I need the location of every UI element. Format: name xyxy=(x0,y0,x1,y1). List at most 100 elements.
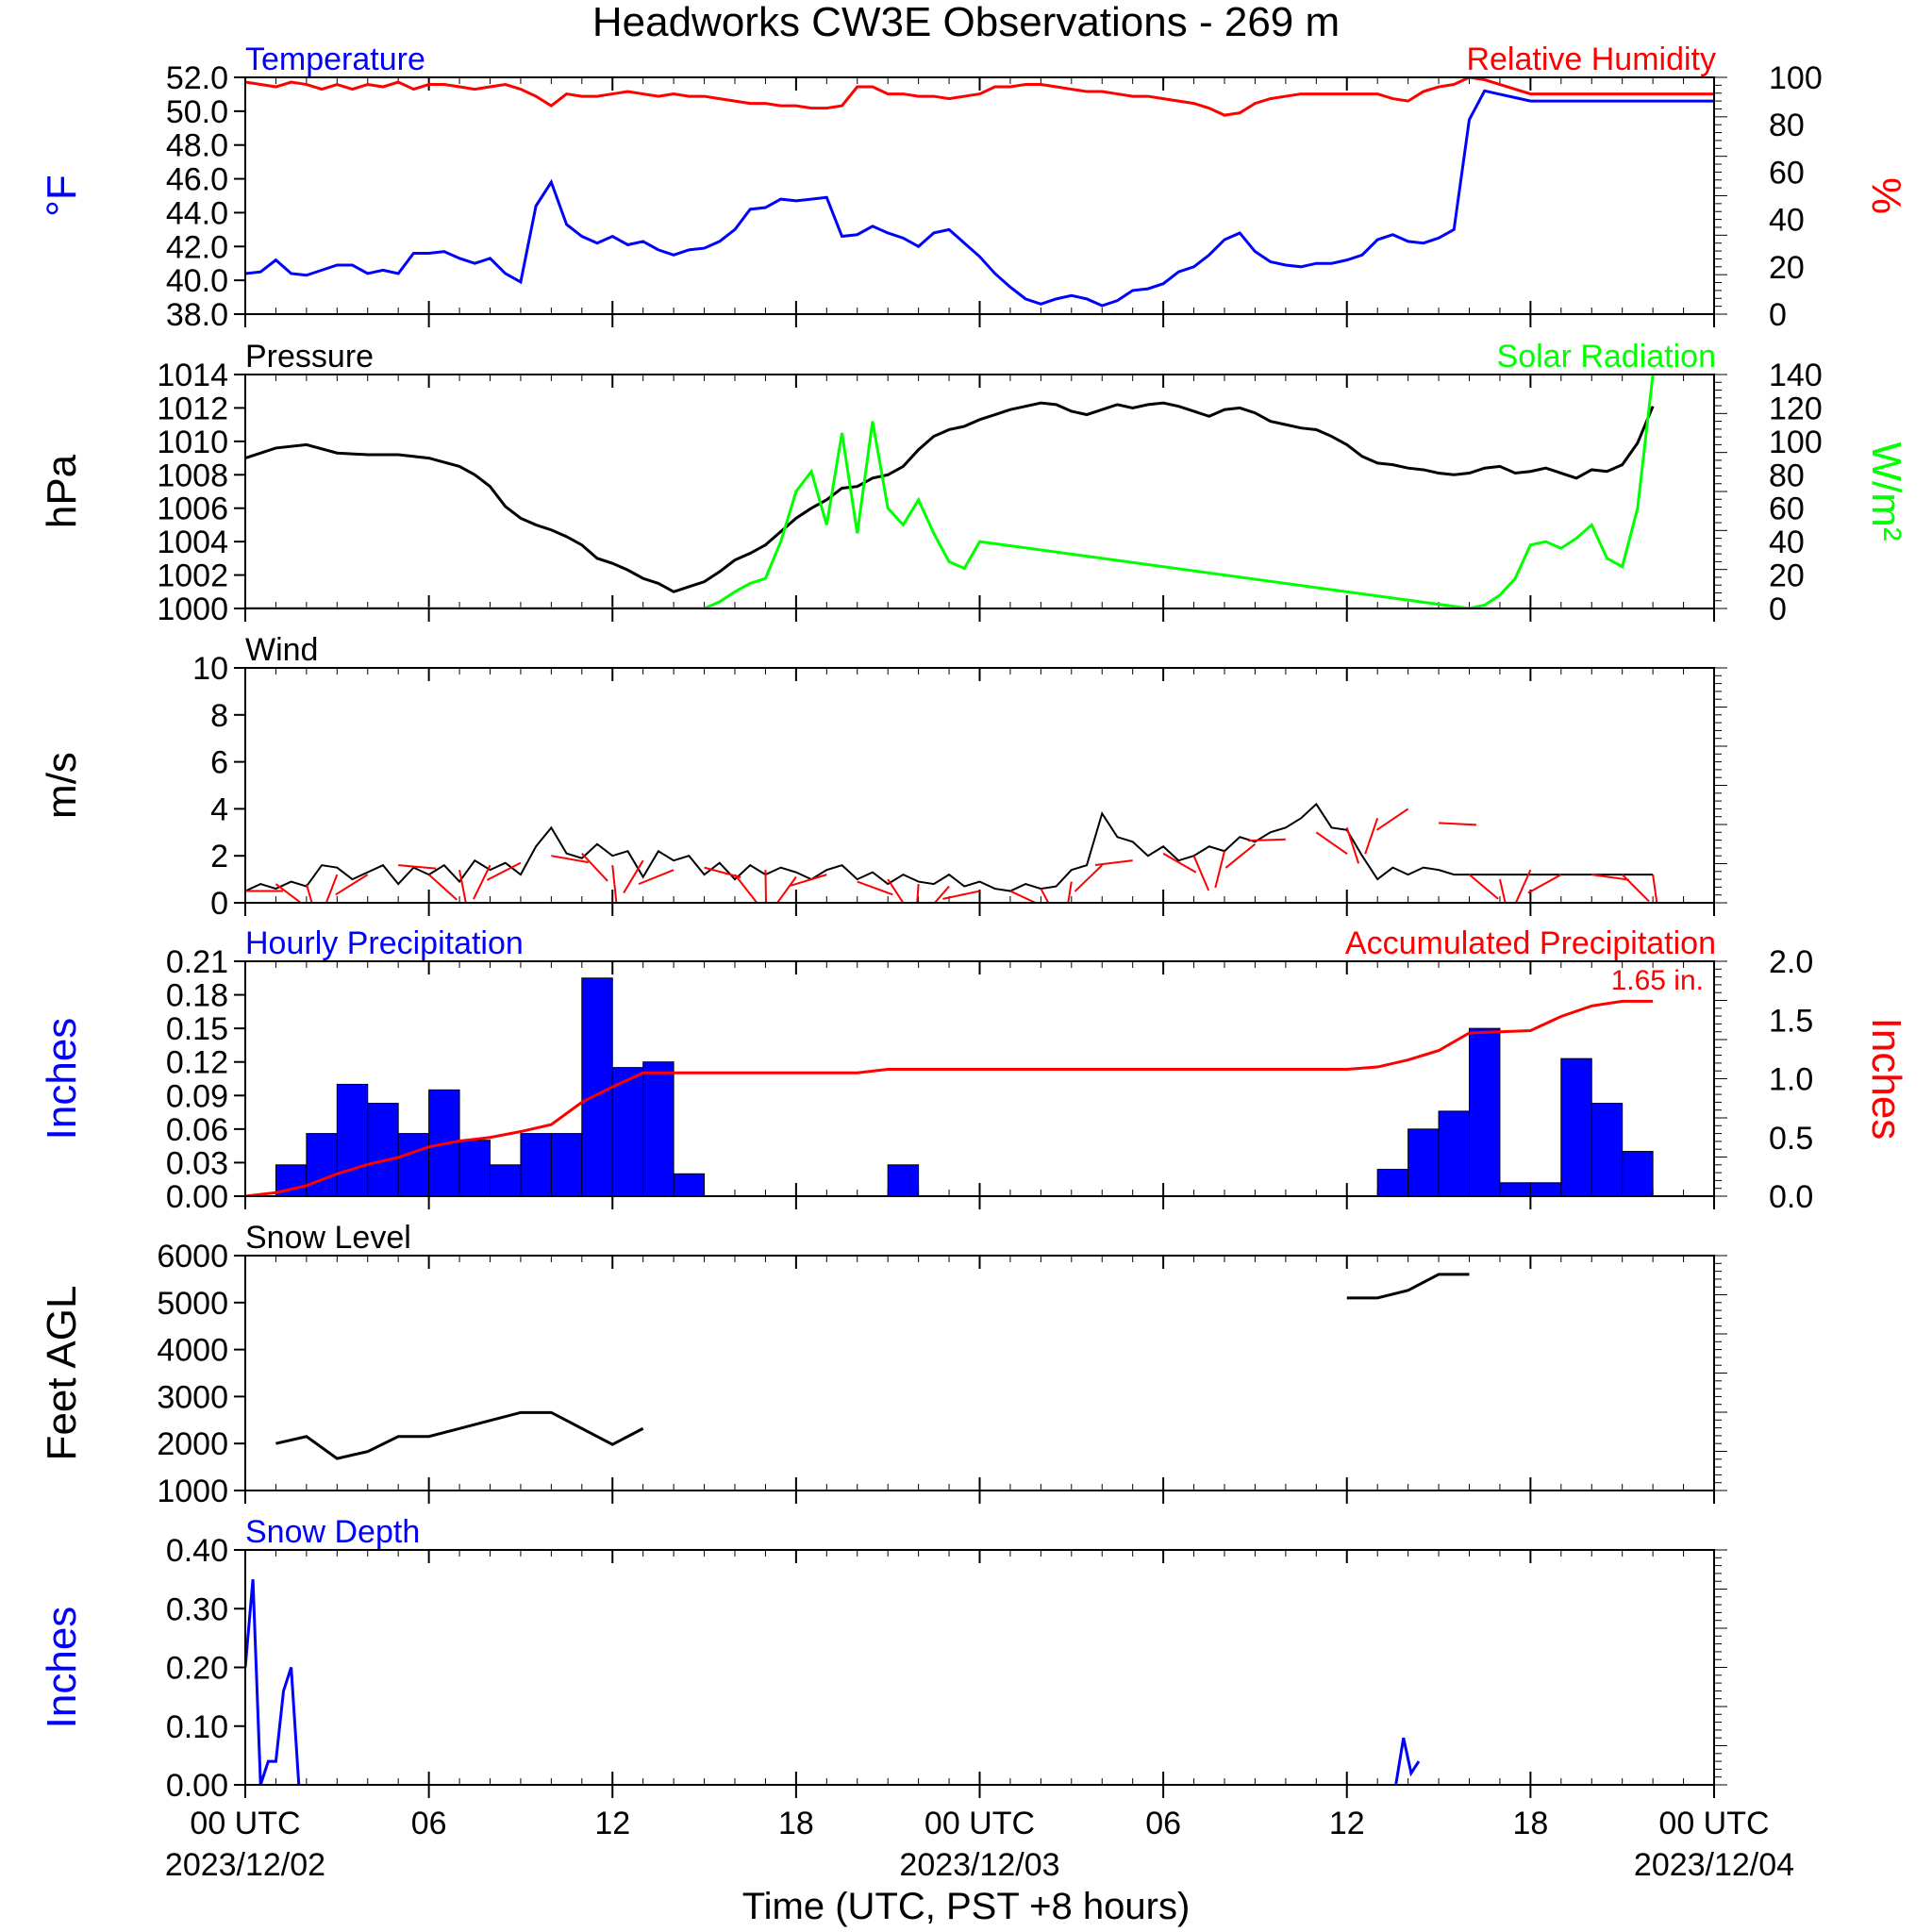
wind-barb xyxy=(1364,818,1379,855)
precip-bar xyxy=(490,1164,522,1196)
panel-title: Snow Level xyxy=(245,1220,411,1256)
x-tick-label: 00 UTC xyxy=(190,1806,300,1841)
y-tick-label: 0.03 xyxy=(166,1145,228,1181)
wind-barb xyxy=(335,874,369,896)
wind-barb xyxy=(486,861,522,881)
y-tick-label: 42.0 xyxy=(166,229,228,265)
wind-barb xyxy=(887,878,905,903)
y-axis-label-right: W/m² xyxy=(1863,441,1909,541)
y-tick-label: 50.0 xyxy=(166,94,228,130)
series-line xyxy=(245,89,1714,308)
precip-bar xyxy=(1376,1169,1409,1196)
precip-bar xyxy=(336,1083,369,1196)
y-tick-label: 5000 xyxy=(157,1286,228,1322)
y-tick-label: 1000 xyxy=(157,591,228,627)
wind-barb xyxy=(764,870,768,903)
y-tick-label: 0.12 xyxy=(166,1045,228,1081)
wind-barb xyxy=(581,853,608,882)
y-tick-label: 0.09 xyxy=(166,1078,228,1114)
y-right-tick-label: 20 xyxy=(1769,558,1805,594)
series-line xyxy=(245,999,1654,1196)
wind-barb xyxy=(611,865,618,903)
wind-barb xyxy=(1375,808,1409,831)
precip-bar xyxy=(1499,1182,1531,1196)
y-tick-label: 1012 xyxy=(157,391,228,426)
y-right-tick-label: 140 xyxy=(1769,358,1823,393)
y-tick-label: 10 xyxy=(192,651,228,687)
y-right-tick-label: 1.5 xyxy=(1769,1003,1813,1039)
y-tick-label: 3000 xyxy=(157,1379,228,1415)
y-tick-label: 1002 xyxy=(157,558,228,594)
y-tick-label: 52.0 xyxy=(166,60,228,96)
precip-bar xyxy=(1622,1151,1654,1196)
y-tick-label: 1000 xyxy=(157,1474,228,1509)
wind-barb xyxy=(1040,888,1050,903)
wind-barb xyxy=(1621,874,1650,903)
panel-hourly-precipitation: 0.000.030.060.090.120.150.180.21 0.0 0.5 1.… xyxy=(39,925,1909,1215)
y-tick-label: 2 xyxy=(210,839,228,874)
plot-area xyxy=(275,1273,1470,1460)
y-tick-label: 0.10 xyxy=(166,1709,228,1745)
precip-bar xyxy=(1407,1128,1440,1196)
plot-area xyxy=(245,1578,1421,1785)
series-line xyxy=(1346,1273,1470,1300)
precip-bar xyxy=(581,977,613,1196)
panel-frame xyxy=(244,1255,1715,1491)
wind-barb xyxy=(1315,831,1348,856)
y-tick-label: 1004 xyxy=(157,525,228,560)
precip-bar xyxy=(1438,1110,1470,1196)
y-right-tick-label: 80 xyxy=(1769,458,1805,493)
precip-bar xyxy=(458,1140,491,1196)
wind-barb xyxy=(1192,855,1210,891)
panel-snow-level: 1000 2000 3000 4000 5000 6000 Snow Level Feet A… xyxy=(39,1220,1727,1509)
y-tick-label: 6000 xyxy=(157,1239,228,1274)
plot-area xyxy=(245,77,1714,308)
figure-title: Headworks CW3E Observations - 269 m xyxy=(592,0,1340,45)
y-right-tick-label: 0.0 xyxy=(1769,1179,1813,1215)
wind-barb xyxy=(1514,869,1532,903)
panel-frame xyxy=(244,76,1715,315)
panel-title: Hourly Precipitation xyxy=(245,925,524,961)
series-line xyxy=(245,401,1655,593)
wind-barb xyxy=(1067,881,1073,903)
x-tick-label: 18 xyxy=(778,1806,814,1841)
y-tick-label: 0.15 xyxy=(166,1011,228,1047)
series-line xyxy=(245,802,1654,892)
y-tick-label: 4 xyxy=(210,791,228,827)
y-tick-label: 48.0 xyxy=(166,128,228,164)
precip-bar xyxy=(1560,1058,1592,1196)
wind-barb xyxy=(1468,874,1499,900)
y-right-tick-label: 60 xyxy=(1769,491,1805,527)
y-right-tick-label: 60 xyxy=(1769,155,1805,191)
panel-frame xyxy=(244,1549,1715,1786)
y-axis-label: Inches xyxy=(39,1018,85,1141)
y-tick-label: 46.0 xyxy=(166,162,228,198)
panels: 38.040.042.044.046.048.050.052.002040608… xyxy=(39,42,1909,1883)
y-right-tick-label: 0 xyxy=(1769,297,1787,333)
x-tick-label: 00 UTC xyxy=(924,1806,1035,1841)
y-right-tick-label: 40 xyxy=(1769,203,1805,239)
y-tick-label: 40.0 xyxy=(166,263,228,299)
panel-wind: 0 2 4 6 8 10 Wind m/s xyxy=(39,632,1727,922)
panel-frame xyxy=(244,667,1715,904)
wind-barb xyxy=(1224,842,1257,869)
wind-barb xyxy=(473,864,491,900)
wind-barb xyxy=(857,880,893,896)
y-axis-label: m/s xyxy=(39,752,85,819)
series-line xyxy=(275,1410,644,1460)
precip-bar xyxy=(1591,1103,1624,1196)
series-line xyxy=(1394,1737,1421,1785)
x-tick-label: 18 xyxy=(1512,1806,1548,1841)
y-tick-label: 0.21 xyxy=(166,944,228,980)
y-tick-label: 6 xyxy=(210,745,228,781)
y-tick-label: 4000 xyxy=(157,1333,228,1369)
x-tick-label: 06 xyxy=(411,1806,447,1841)
wind-barb xyxy=(1094,859,1133,867)
panel-frame xyxy=(244,960,1715,1197)
y-tick-label: 1008 xyxy=(157,458,228,493)
y-axis-label: hPa xyxy=(39,454,85,528)
wind-barb xyxy=(1009,890,1039,903)
y-tick-label: 0 xyxy=(210,886,228,922)
y-tick-label: 8 xyxy=(210,698,228,734)
x-tick-label: 00 UTC xyxy=(1658,1806,1769,1841)
